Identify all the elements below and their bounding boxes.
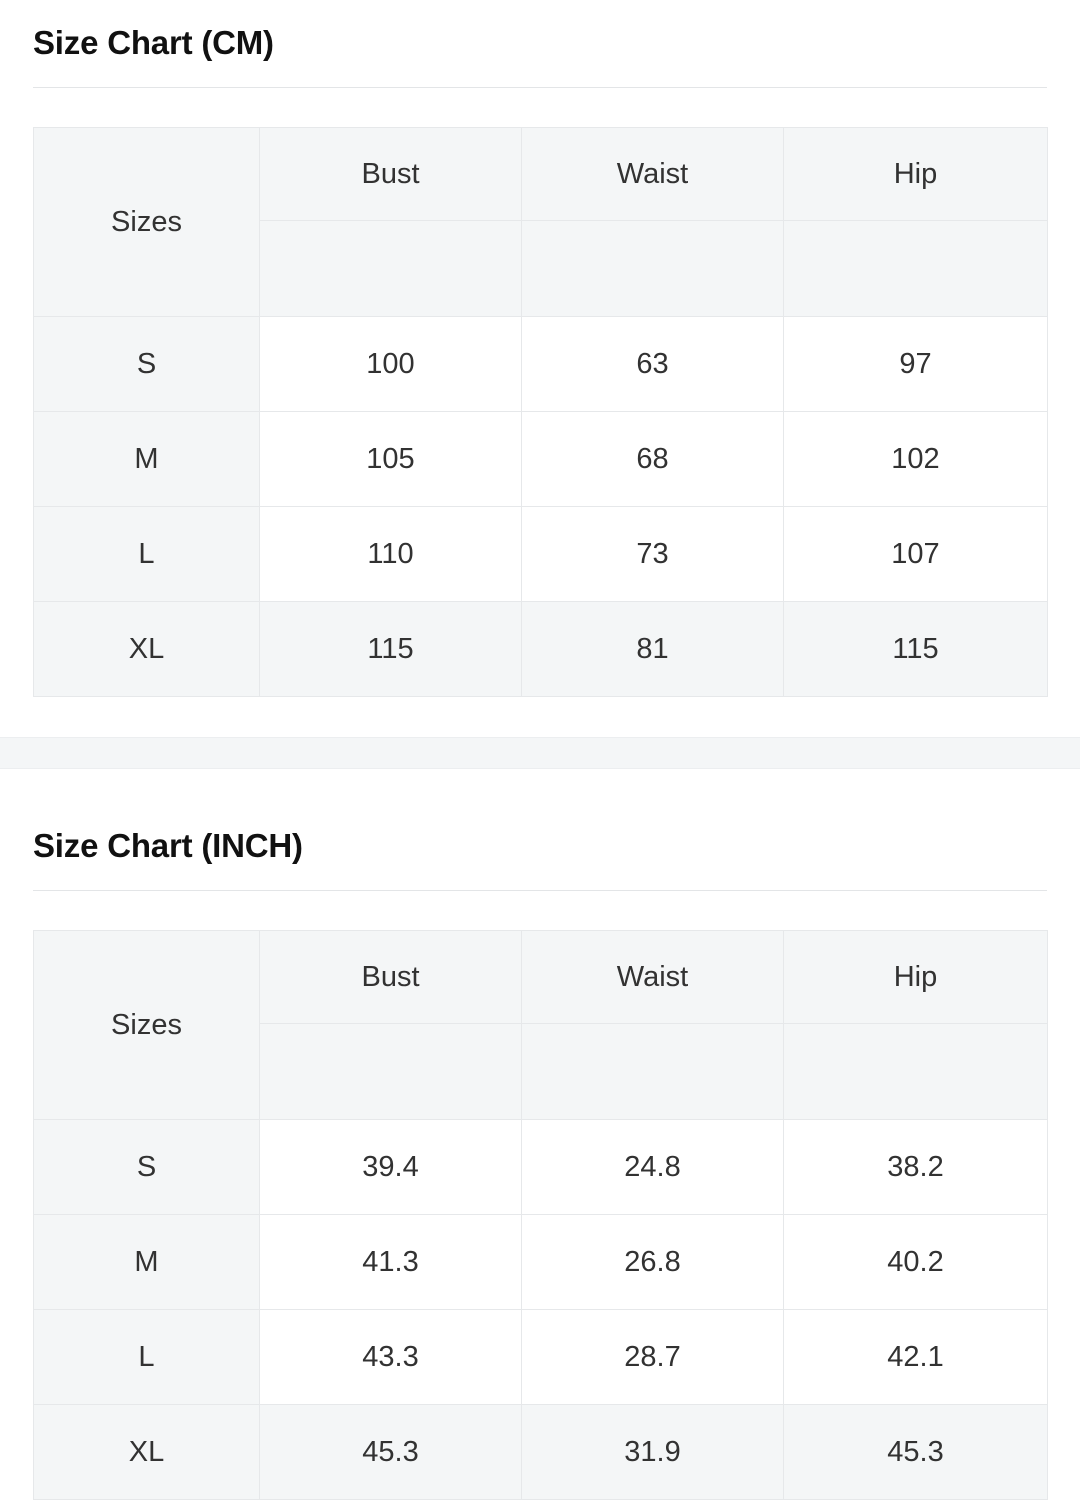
cell-waist: 63 — [521, 316, 784, 412]
cell-bust: 39.4 — [259, 1119, 522, 1215]
size-chart-section-inch: Size Chart (INCH) Sizes Bust Waist Hip — [0, 803, 1080, 1500]
cell-hip: 45.3 — [783, 1404, 1048, 1500]
cell-waist: 73 — [521, 506, 784, 602]
column-subheader-bust-blank — [259, 220, 522, 317]
cell-hip: 107 — [783, 506, 1048, 602]
cell-waist: 26.8 — [521, 1214, 784, 1310]
column-header-bust: Bust — [259, 127, 522, 221]
table-row: S 100 63 97 — [33, 316, 1048, 412]
column-subheader-waist-blank — [521, 1023, 784, 1120]
table-header-row-primary: Sizes Bust Waist Hip — [33, 930, 1048, 1120]
table-body-inch: S 39.4 24.8 38.2 M 41.3 26.8 40.2 L 43.3 — [33, 1119, 1048, 1500]
cell-size: XL — [33, 1404, 260, 1500]
size-table-cm: Sizes Bust Waist Hip S 100 — [33, 127, 1048, 697]
cell-bust: 41.3 — [259, 1214, 522, 1310]
column-header-hip: Hip — [783, 930, 1048, 1024]
table-row: M 41.3 26.8 40.2 — [33, 1214, 1048, 1310]
cell-size: M — [33, 411, 260, 507]
cell-waist: 31.9 — [521, 1404, 784, 1500]
cell-waist: 24.8 — [521, 1119, 784, 1215]
cell-bust: 45.3 — [259, 1404, 522, 1500]
cell-bust: 100 — [259, 316, 522, 412]
cell-size: L — [33, 506, 260, 602]
table-row: L 110 73 107 — [33, 506, 1048, 602]
section-gap-top — [0, 697, 1080, 737]
column-subheader-hip-blank — [783, 220, 1048, 317]
table-header-row-secondary — [34, 1023, 1048, 1120]
page-title-inch: Size Chart (INCH) — [33, 827, 303, 864]
table-header-cm: Sizes Bust Waist Hip — [33, 127, 1048, 317]
cell-hip: 40.2 — [783, 1214, 1048, 1310]
column-header-hip: Hip — [783, 127, 1048, 221]
column-header-sizes: Sizes — [33, 930, 260, 1120]
column-header-sizes: Sizes — [33, 127, 260, 317]
size-table-inch: Sizes Bust Waist Hip S 39.4 — [33, 930, 1048, 1500]
cell-size: XL — [33, 601, 260, 697]
table-row: S 39.4 24.8 38.2 — [33, 1119, 1048, 1215]
title-divider-cm — [33, 87, 1047, 88]
cell-bust: 43.3 — [259, 1309, 522, 1405]
table-row: L 43.3 28.7 42.1 — [33, 1309, 1048, 1405]
column-subheader-bust-blank — [259, 1023, 522, 1120]
column-header-waist: Waist — [521, 930, 784, 1024]
cell-hip: 115 — [783, 601, 1048, 697]
cell-hip: 102 — [783, 411, 1048, 507]
table-header-row-secondary — [34, 220, 1048, 317]
cell-size: M — [33, 1214, 260, 1310]
cell-hip: 97 — [783, 316, 1048, 412]
cell-hip: 42.1 — [783, 1309, 1048, 1405]
column-subheader-waist-blank — [521, 220, 784, 317]
column-header-waist: Waist — [521, 127, 784, 221]
table-body-cm: S 100 63 97 M 105 68 102 L 110 73 — [33, 316, 1048, 697]
cell-waist: 68 — [521, 411, 784, 507]
table-header-inch: Sizes Bust Waist Hip — [33, 930, 1048, 1120]
cell-size: L — [33, 1309, 260, 1405]
size-chart-section-cm: Size Chart (CM) Sizes Bust Waist Hip — [0, 0, 1080, 697]
cell-waist: 28.7 — [521, 1309, 784, 1405]
section-gap-bottom — [0, 769, 1080, 803]
title-divider-inch — [33, 890, 1047, 891]
column-subheader-hip-blank — [783, 1023, 1048, 1120]
column-header-bust: Bust — [259, 930, 522, 1024]
table-row: XL 115 81 115 — [33, 601, 1048, 697]
section-separator-band — [0, 737, 1080, 769]
cell-hip: 38.2 — [783, 1119, 1048, 1215]
cell-size: S — [33, 316, 260, 412]
cell-waist: 81 — [521, 601, 784, 697]
table-row: XL 45.3 31.9 45.3 — [33, 1404, 1048, 1500]
table-row: M 105 68 102 — [33, 411, 1048, 507]
page-title-cm: Size Chart (CM) — [33, 24, 274, 61]
cell-bust: 105 — [259, 411, 522, 507]
cell-size: S — [33, 1119, 260, 1215]
cell-bust: 110 — [259, 506, 522, 602]
cell-bust: 115 — [259, 601, 522, 697]
table-header-row-primary: Sizes Bust Waist Hip — [33, 127, 1048, 317]
